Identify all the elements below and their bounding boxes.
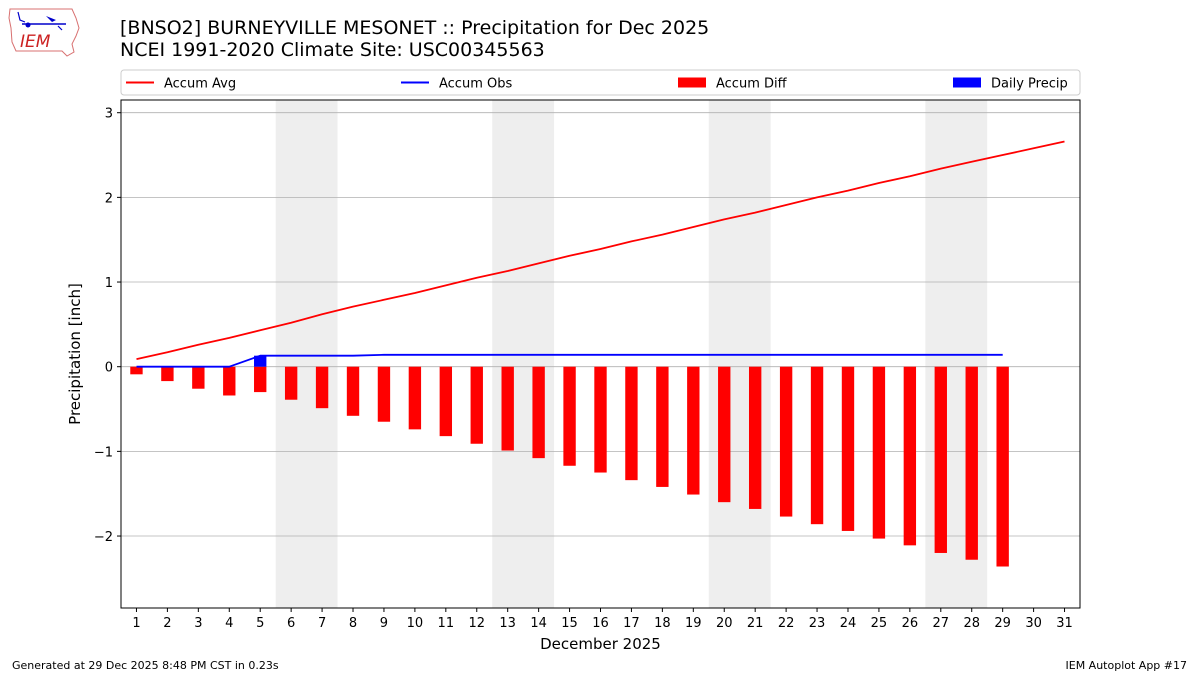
x-tick-label: 24: [840, 616, 857, 631]
footer-app-id: IEM Autoplot App #17: [1065, 659, 1188, 672]
accum-diff-bar: [408, 366, 422, 430]
x-tick-label: 30: [1025, 616, 1042, 631]
accum-diff-bar: [810, 366, 824, 525]
x-tick-label: 25: [871, 616, 888, 631]
x-tick-label: 6: [287, 616, 295, 631]
accum-diff-bar: [718, 366, 731, 503]
x-tick-label: 31: [1056, 616, 1073, 631]
logo-text: IEM: [20, 32, 51, 52]
x-tick-label: 27: [933, 616, 950, 631]
chart-subtitle: NCEI 1991-2020 Climate Site: USC00345563: [120, 39, 545, 61]
x-tick-label: 9: [380, 616, 388, 631]
x-tick-label: 20: [716, 616, 733, 631]
x-tick-label: 26: [902, 616, 919, 631]
accum-diff-bar: [161, 366, 174, 382]
x-tick-label: 2: [163, 616, 171, 631]
y-tick-label: 2: [105, 191, 113, 206]
accum-diff-bar: [470, 366, 483, 444]
accum-obs-line: [136, 353, 1003, 368]
x-tick-label: 5: [256, 616, 264, 631]
legend-swatch-bar: [953, 77, 981, 88]
x-tick-label: 29: [994, 616, 1011, 631]
legend-label: Accum Avg: [164, 77, 236, 92]
accum-avg-line: [136, 140, 1065, 360]
accum-diff-bar: [903, 366, 917, 546]
accum-diff-bar: [625, 366, 638, 481]
accum-diff-bar: [532, 366, 545, 459]
x-tick-label: 23: [809, 616, 826, 631]
y-tick-label: 1: [105, 276, 113, 291]
accum-diff-bar: [346, 366, 360, 416]
iem-logo: IEM: [8, 8, 80, 57]
x-tick-label: 17: [623, 616, 640, 631]
line-layer: [136, 140, 1065, 368]
accum-diff-bar: [779, 366, 793, 517]
legend: Accum Avg Accum Obs Accum Diff Daily Precip: [120, 69, 1081, 96]
accum-diff-bar: [965, 366, 978, 560]
y-tick-label: −1: [94, 445, 113, 460]
x-tick-label: 16: [592, 616, 609, 631]
x-tick-label: 10: [407, 616, 424, 631]
accum-diff-bar: [130, 366, 143, 375]
footer-generated: Generated at 29 Dec 2025 8:48 PM CST in …: [12, 659, 279, 672]
accum-diff-bar: [841, 366, 855, 531]
x-tick-label: 8: [349, 616, 357, 631]
x-tick-label: 7: [318, 616, 326, 631]
x-tick-label: 13: [499, 616, 516, 631]
x-tick-label: 18: [654, 616, 671, 631]
x-tick-label: 12: [468, 616, 485, 631]
x-tick-label: 28: [963, 616, 980, 631]
iem-iowa-map-logo-icon: [8, 8, 80, 57]
legend-label: Accum Obs: [439, 77, 512, 92]
accum-diff-bar: [223, 366, 236, 396]
x-tick-label: 19: [685, 616, 702, 631]
x-tick-label: 4: [225, 616, 233, 631]
accum-diff-bar: [254, 366, 267, 393]
daily-precip-bar: [254, 355, 267, 367]
x-tick-label: 11: [438, 616, 455, 631]
accum-diff-bar: [192, 366, 205, 389]
x-tick-label: 22: [778, 616, 795, 631]
x-tick-label: 1: [132, 616, 140, 631]
accum-diff-bar: [501, 366, 514, 451]
accum-diff-bar: [594, 366, 607, 473]
legend-swatch-bar: [678, 77, 706, 88]
y-tick-label: 0: [105, 361, 113, 376]
x-tick-label: 14: [530, 616, 547, 631]
accum-diff-bar: [315, 366, 329, 409]
weekend-band: [275, 100, 338, 608]
accum-diff-bar: [284, 366, 298, 400]
y-axis-label: Precipitation [inch]: [66, 283, 84, 425]
chart-title-block: [BNSO2] BURNEYVILLE MESONET :: Precipita…: [120, 17, 709, 61]
bar-layer: [130, 355, 1009, 567]
accum-diff-bar: [687, 366, 700, 495]
accum-diff-bar: [656, 366, 669, 487]
accum-diff-bar: [377, 366, 391, 422]
accum-diff-bar: [563, 366, 576, 466]
accum-diff-bar: [439, 366, 453, 437]
y-tick-label: −2: [94, 530, 113, 545]
x-axis-label: December 2025: [540, 635, 661, 653]
legend-label: Daily Precip: [991, 77, 1068, 92]
y-tick-label: 3: [105, 107, 113, 122]
accum-diff-bar: [872, 366, 886, 539]
accum-diff-bar: [748, 366, 762, 509]
legend-frame: [120, 69, 1081, 96]
x-tick-label: 15: [561, 616, 578, 631]
chart-title: [BNSO2] BURNEYVILLE MESONET :: Precipita…: [120, 17, 710, 39]
x-tick-label: 3: [194, 616, 202, 631]
x-tick-label: 21: [747, 616, 764, 631]
legend-label: Accum Diff: [716, 77, 788, 92]
accum-diff-bar: [934, 366, 947, 553]
accum-diff-bar: [996, 366, 1009, 567]
